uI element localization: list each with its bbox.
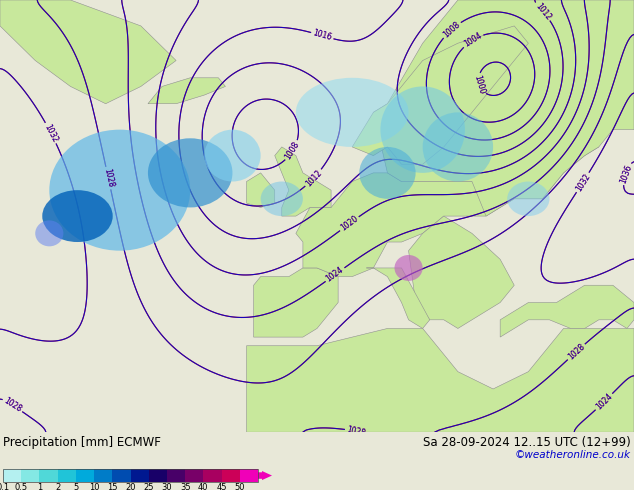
Bar bbox=[3, 469, 21, 482]
Text: 40: 40 bbox=[198, 483, 209, 490]
Text: 1000: 1000 bbox=[472, 74, 486, 95]
Bar bbox=[3, 469, 258, 482]
Text: 1020: 1020 bbox=[339, 214, 359, 233]
Ellipse shape bbox=[261, 181, 303, 216]
Text: 5: 5 bbox=[74, 483, 79, 490]
Text: 1012: 1012 bbox=[304, 168, 323, 188]
Text: 1032: 1032 bbox=[42, 122, 60, 144]
Text: 1024: 1024 bbox=[594, 392, 614, 412]
Bar bbox=[131, 469, 149, 482]
Text: 1028: 1028 bbox=[566, 342, 586, 362]
Text: 1004: 1004 bbox=[462, 31, 484, 49]
Bar bbox=[39, 469, 58, 482]
Text: 1016: 1016 bbox=[312, 29, 333, 43]
Text: 1: 1 bbox=[37, 483, 42, 490]
Text: 1032: 1032 bbox=[574, 172, 592, 193]
Text: 1028: 1028 bbox=[566, 342, 586, 362]
Text: 1004: 1004 bbox=[462, 31, 484, 49]
Text: 1032: 1032 bbox=[42, 122, 60, 144]
Ellipse shape bbox=[36, 220, 63, 246]
Polygon shape bbox=[247, 328, 634, 432]
Polygon shape bbox=[0, 0, 176, 104]
Text: 1008: 1008 bbox=[284, 140, 302, 161]
Text: 1008: 1008 bbox=[284, 140, 302, 161]
Text: 1016: 1016 bbox=[312, 29, 333, 43]
Text: Sa 28-09-2024 12..15 UTC (12+99): Sa 28-09-2024 12..15 UTC (12+99) bbox=[424, 436, 631, 449]
Polygon shape bbox=[296, 112, 598, 276]
Text: ©weatheronline.co.uk: ©weatheronline.co.uk bbox=[515, 450, 631, 460]
Text: 20: 20 bbox=[126, 483, 136, 490]
Text: 1024: 1024 bbox=[325, 266, 346, 284]
Bar bbox=[76, 469, 94, 482]
Text: 10: 10 bbox=[89, 483, 100, 490]
Text: 1028: 1028 bbox=[346, 425, 366, 438]
Text: 1028: 1028 bbox=[102, 168, 115, 188]
Text: 25: 25 bbox=[143, 483, 154, 490]
Text: 45: 45 bbox=[216, 483, 227, 490]
Ellipse shape bbox=[394, 255, 423, 281]
Text: 1024: 1024 bbox=[325, 266, 346, 284]
Ellipse shape bbox=[359, 147, 416, 199]
Text: 1032: 1032 bbox=[574, 172, 592, 193]
Text: 1008: 1008 bbox=[441, 20, 462, 39]
Ellipse shape bbox=[423, 112, 493, 181]
Polygon shape bbox=[353, 26, 528, 164]
FancyArrow shape bbox=[258, 471, 272, 480]
Text: 50: 50 bbox=[235, 483, 245, 490]
Polygon shape bbox=[366, 268, 430, 328]
Text: 1008: 1008 bbox=[441, 20, 462, 39]
Text: 15: 15 bbox=[107, 483, 117, 490]
Text: 1012: 1012 bbox=[533, 1, 552, 22]
Text: 1012: 1012 bbox=[304, 168, 323, 188]
Bar bbox=[221, 469, 240, 482]
Polygon shape bbox=[500, 285, 634, 337]
Polygon shape bbox=[148, 78, 226, 104]
Bar bbox=[240, 469, 258, 482]
Text: 1012: 1012 bbox=[533, 1, 552, 22]
Ellipse shape bbox=[296, 78, 408, 147]
Ellipse shape bbox=[204, 130, 261, 181]
Polygon shape bbox=[275, 147, 331, 216]
Bar bbox=[112, 469, 131, 482]
Text: 35: 35 bbox=[180, 483, 190, 490]
Bar bbox=[204, 469, 221, 482]
Polygon shape bbox=[373, 0, 634, 216]
Bar bbox=[185, 469, 204, 482]
Ellipse shape bbox=[148, 138, 233, 207]
Text: 1036: 1036 bbox=[619, 163, 633, 184]
Text: 0.5: 0.5 bbox=[15, 483, 28, 490]
Bar bbox=[167, 469, 185, 482]
Ellipse shape bbox=[49, 130, 190, 251]
Bar bbox=[149, 469, 167, 482]
Polygon shape bbox=[408, 216, 514, 328]
Ellipse shape bbox=[42, 190, 113, 242]
Text: Precipitation [mm] ECMWF: Precipitation [mm] ECMWF bbox=[3, 436, 161, 449]
Text: 30: 30 bbox=[162, 483, 172, 490]
Text: 1000: 1000 bbox=[472, 74, 486, 95]
Ellipse shape bbox=[507, 181, 550, 216]
Text: 1028: 1028 bbox=[346, 425, 366, 438]
Text: 1024: 1024 bbox=[594, 392, 614, 412]
Polygon shape bbox=[254, 268, 338, 337]
Text: 0.1: 0.1 bbox=[0, 483, 10, 490]
Text: 1036: 1036 bbox=[619, 163, 633, 184]
Ellipse shape bbox=[380, 86, 465, 173]
Bar bbox=[94, 469, 112, 482]
Polygon shape bbox=[247, 173, 275, 207]
Text: 1020: 1020 bbox=[339, 214, 359, 233]
Bar bbox=[58, 469, 76, 482]
Bar bbox=[21, 469, 39, 482]
Text: 2: 2 bbox=[55, 483, 60, 490]
Text: 1028: 1028 bbox=[3, 396, 23, 414]
Text: 1028: 1028 bbox=[3, 396, 23, 414]
Text: 1028: 1028 bbox=[102, 168, 115, 188]
